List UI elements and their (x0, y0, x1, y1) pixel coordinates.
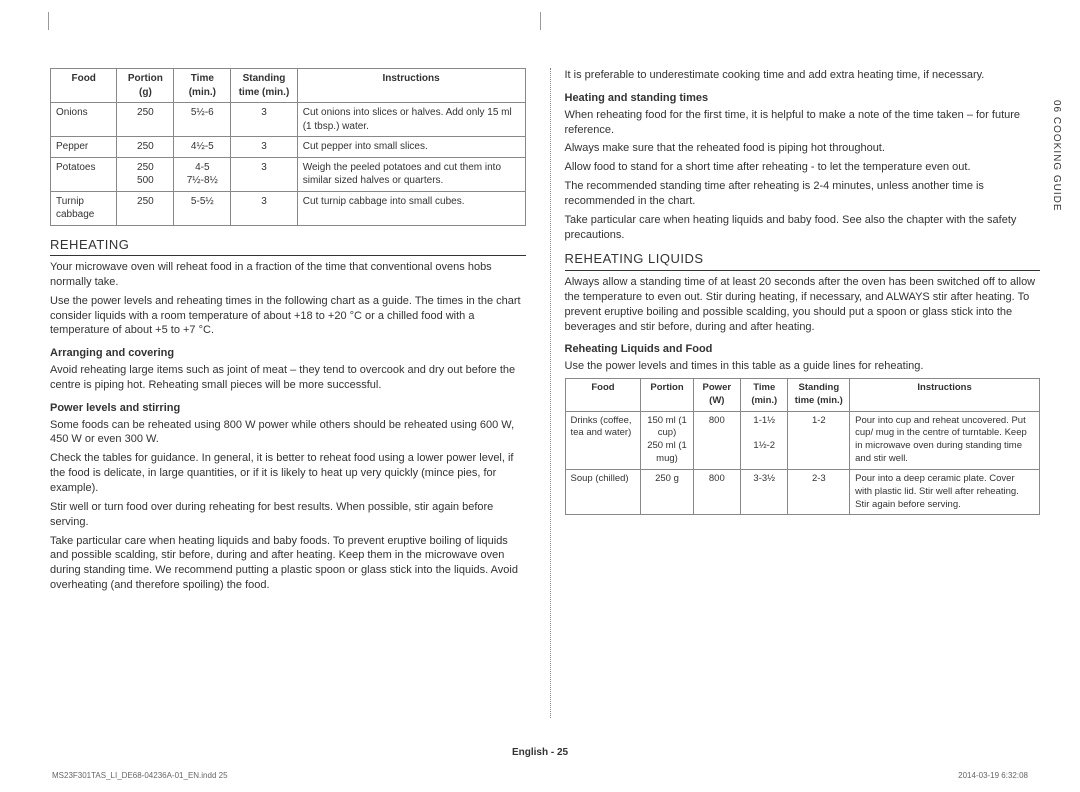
table-cell: 250 (117, 191, 174, 225)
table-cell: 3 (231, 103, 297, 137)
paragraph: Check the tables for guidance. In genera… (50, 451, 526, 496)
meta-timestamp: 2014-03-19 ‭6:32:08 (958, 771, 1028, 780)
right-column: It is preferable to underestimate cookin… (550, 68, 1041, 718)
table-cell: 3 (231, 157, 297, 191)
subhead-power-levels: Power levels and stirring (50, 401, 526, 416)
side-chapter-label: 06 COOKING GUIDE (1051, 100, 1062, 212)
table-cell: Weigh the peeled potatoes and cut them i… (297, 157, 525, 191)
table-cell: 250 g (641, 469, 693, 514)
print-meta: MS23F301TAS_LI_DE68-04236A-01_EN.indd 25… (52, 771, 1028, 780)
table-header: Standing time (min.) (231, 69, 297, 103)
subhead-arranging: Arranging and covering (50, 346, 526, 361)
paragraph: Always make sure that the reheated food … (565, 141, 1041, 156)
left-column: FoodPortion (g)Time (min.)Standing time … (50, 68, 526, 718)
table-cell: Drinks (coffee, tea and water) (565, 411, 641, 469)
paragraph: Take particular care when heating liquid… (565, 213, 1041, 243)
table-cell: Pour into a deep ceramic plate. Cover wi… (850, 469, 1040, 514)
subhead-reheating-liquids-food: Reheating Liquids and Food (565, 342, 1041, 357)
table-cell: 1-2 (788, 411, 850, 469)
table-cell: 2-3 (788, 469, 850, 514)
table-header: Power (W) (693, 379, 740, 412)
paragraph: Use the power levels and times in this t… (565, 359, 1041, 374)
table-cell: Onions (51, 103, 117, 137)
paragraph: Take particular care when heating liquid… (50, 534, 526, 593)
table-row: Soup (chilled)250 g8003-3½2-3Pour into a… (565, 469, 1040, 514)
table-cell: Cut turnip cabbage into small cubes. (297, 191, 525, 225)
paragraph: Always allow a standing time of at least… (565, 275, 1041, 334)
table-cell: Potatoes (51, 157, 117, 191)
table-row: Onions2505½-63Cut onions into slices or … (51, 103, 526, 137)
page-footer: English - 25 (0, 747, 1080, 758)
table-cell: 250 (117, 103, 174, 137)
table-header: Time (min.) (174, 69, 231, 103)
table-cell: 5-5½ (174, 191, 231, 225)
table-cell: 150 ml (1 cup)250 ml (1 mug) (641, 411, 693, 469)
table-cell: Turnip cabbage (51, 191, 117, 225)
table-header: Instructions (297, 69, 525, 103)
paragraph: Some foods can be reheated using 800 W p… (50, 418, 526, 448)
table-cell: Cut onions into slices or halves. Add on… (297, 103, 525, 137)
table-header: Instructions (850, 379, 1040, 412)
table-cell: 3 (231, 137, 297, 158)
table-cell: 4-57½-8½ (174, 157, 231, 191)
table-cell: Pour into cup and reheat uncovered. Put … (850, 411, 1040, 469)
paragraph: Allow food to stand for a short time aft… (565, 160, 1041, 175)
table-header: Standing time (min.) (788, 379, 850, 412)
subhead-heating-standing: Heating and standing times (565, 91, 1041, 106)
paragraph: The recommended standing time after rehe… (565, 179, 1041, 209)
table-cell: Pepper (51, 137, 117, 158)
meta-filename: MS23F301TAS_LI_DE68-04236A-01_EN.indd 25 (52, 771, 228, 780)
paragraph: When reheating food for the first time, … (565, 108, 1041, 138)
table-header: Time (min.) (741, 379, 788, 412)
table-cell: 3-3½ (741, 469, 788, 514)
table-cell: 5½-6 (174, 103, 231, 137)
table-row: Turnip cabbage2505-5½3Cut turnip cabbage… (51, 191, 526, 225)
table-cell: 4½-5 (174, 137, 231, 158)
table-row: Potatoes2505004-57½-8½3Weigh the peeled … (51, 157, 526, 191)
reheating-liquids-title: REHEATING LIQUIDS (565, 250, 1041, 271)
table-row: Pepper2504½-53Cut pepper into small slic… (51, 137, 526, 158)
table-cell: 250500 (117, 157, 174, 191)
vegetables-table: FoodPortion (g)Time (min.)Standing time … (50, 68, 526, 226)
table-row: Drinks (coffee, tea and water)150 ml (1 … (565, 411, 1040, 469)
paragraph: Avoid reheating large items such as join… (50, 363, 526, 393)
paragraph: Your microwave oven will reheat food in … (50, 260, 526, 290)
crop-marks (48, 12, 1032, 30)
table-cell: 800 (693, 411, 740, 469)
paragraph: Use the power levels and reheating times… (50, 294, 526, 339)
table-header: Food (51, 69, 117, 103)
reheating-title: REHEATING (50, 236, 526, 257)
table-cell: 800 (693, 469, 740, 514)
table-cell: Cut pepper into small slices. (297, 137, 525, 158)
table-cell: 250 (117, 137, 174, 158)
table-header: Portion (g) (117, 69, 174, 103)
table-cell: 3 (231, 191, 297, 225)
paragraph: It is preferable to underestimate cookin… (565, 68, 1041, 83)
table-header: Food (565, 379, 641, 412)
table-cell: 1-1½1½-2 (741, 411, 788, 469)
table-cell: Soup (chilled) (565, 469, 641, 514)
paragraph: Stir well or turn food over during rehea… (50, 500, 526, 530)
table-header: Portion (641, 379, 693, 412)
liquids-food-table: FoodPortionPower (W)Time (min.)Standing … (565, 378, 1041, 515)
